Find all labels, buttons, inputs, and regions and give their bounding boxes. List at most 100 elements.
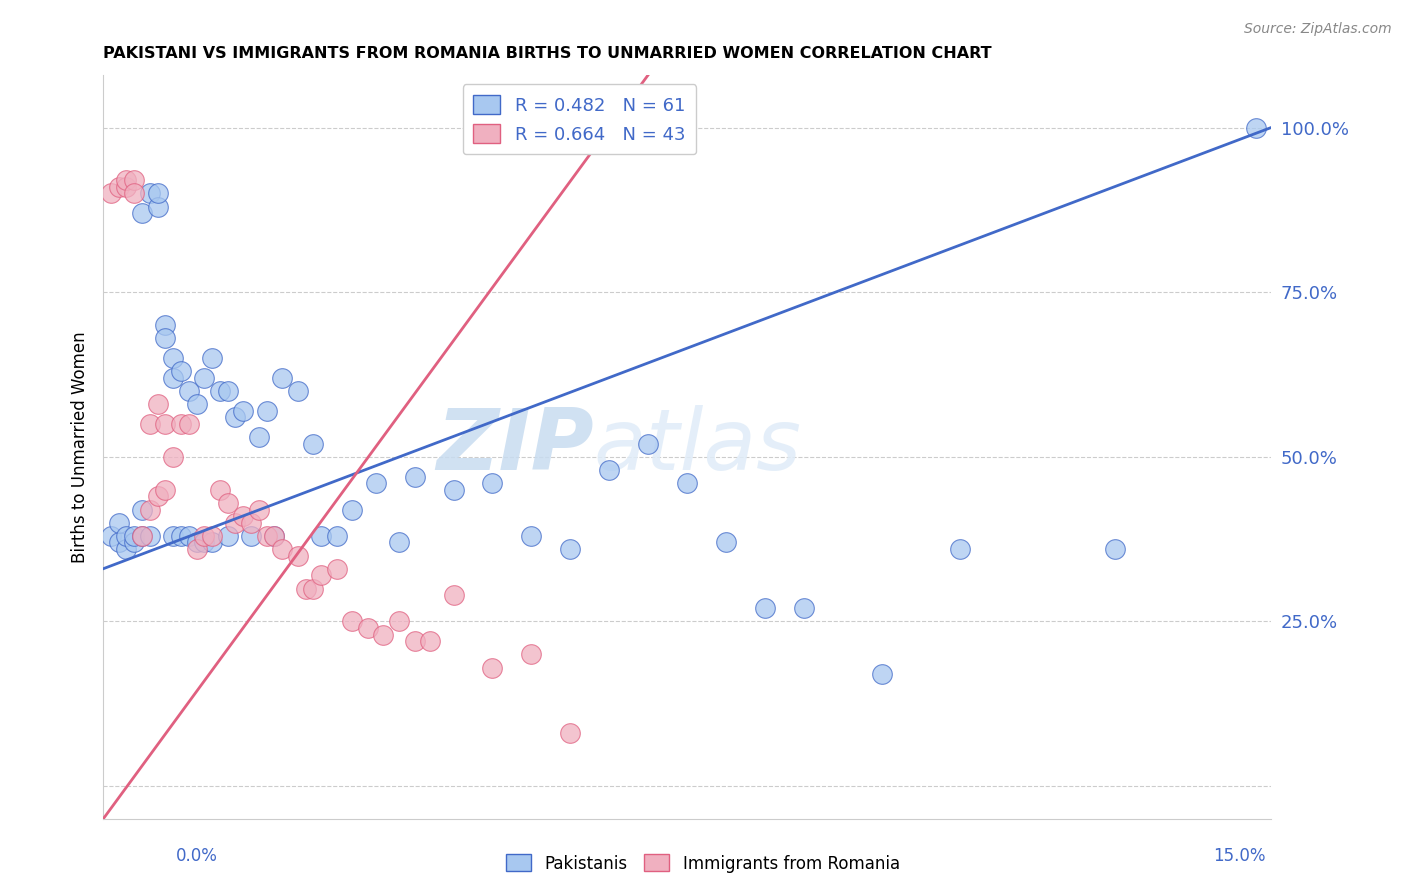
Point	[520, 648, 543, 662]
Point	[373, 627, 395, 641]
Point	[186, 397, 208, 411]
Point	[162, 529, 184, 543]
Point	[949, 541, 972, 556]
Point	[419, 634, 441, 648]
Point	[256, 529, 278, 543]
Point	[131, 206, 153, 220]
Point	[481, 660, 503, 674]
Point	[1244, 120, 1267, 135]
Point	[124, 186, 146, 201]
Point	[325, 562, 347, 576]
Point	[294, 582, 316, 596]
Text: 0.0%: 0.0%	[176, 847, 218, 865]
Point	[404, 634, 426, 648]
Point	[870, 667, 893, 681]
Point	[364, 476, 387, 491]
Point	[155, 331, 177, 345]
Point	[263, 529, 285, 543]
Point	[193, 535, 215, 549]
Point	[193, 529, 215, 543]
Point	[155, 318, 177, 332]
Point	[139, 529, 162, 543]
Point	[443, 588, 465, 602]
Point	[302, 436, 325, 450]
Point	[139, 502, 162, 516]
Point	[170, 417, 193, 431]
Point	[162, 351, 184, 365]
Point	[287, 384, 309, 398]
Point	[309, 529, 332, 543]
Point	[287, 549, 309, 563]
Point	[481, 476, 503, 491]
Point	[131, 529, 153, 543]
Point	[131, 502, 153, 516]
Point	[107, 179, 129, 194]
Point	[404, 469, 426, 483]
Text: PAKISTANI VS IMMIGRANTS FROM ROMANIA BIRTHS TO UNMARRIED WOMEN CORRELATION CHART: PAKISTANI VS IMMIGRANTS FROM ROMANIA BIR…	[103, 46, 991, 62]
Point	[388, 615, 411, 629]
Point	[193, 371, 215, 385]
Point	[357, 621, 380, 635]
Point	[598, 463, 620, 477]
Text: Source: ZipAtlas.com: Source: ZipAtlas.com	[1244, 22, 1392, 37]
Text: 15.0%: 15.0%	[1213, 847, 1265, 865]
Point	[302, 582, 325, 596]
Point	[170, 529, 193, 543]
Point	[247, 502, 270, 516]
Point	[170, 364, 193, 378]
Point	[271, 371, 294, 385]
Point	[754, 601, 776, 615]
Point	[520, 529, 543, 543]
Point	[201, 529, 224, 543]
Point	[793, 601, 815, 615]
Point	[217, 496, 239, 510]
Y-axis label: Births to Unmarried Women: Births to Unmarried Women	[72, 331, 89, 563]
Text: ZIP: ZIP	[436, 406, 593, 489]
Point	[232, 403, 254, 417]
Point	[325, 529, 347, 543]
Point	[309, 568, 332, 582]
Point	[263, 529, 285, 543]
Point	[155, 483, 177, 497]
Point	[146, 200, 169, 214]
Point	[146, 397, 169, 411]
Point	[155, 417, 177, 431]
Point	[177, 417, 200, 431]
Point	[676, 476, 699, 491]
Point	[100, 186, 122, 201]
Point	[124, 535, 146, 549]
Point	[115, 179, 138, 194]
Point	[124, 529, 146, 543]
Point	[342, 615, 364, 629]
Point	[115, 529, 138, 543]
Point	[139, 186, 162, 201]
Point	[560, 726, 582, 740]
Point	[217, 529, 239, 543]
Point	[201, 535, 224, 549]
Point	[139, 417, 162, 431]
Point	[1104, 541, 1126, 556]
Point	[342, 502, 364, 516]
Point	[208, 483, 231, 497]
Point	[388, 535, 411, 549]
Point	[115, 541, 138, 556]
Point	[107, 535, 129, 549]
Legend: R = 0.482   N = 61, R = 0.664   N = 43: R = 0.482 N = 61, R = 0.664 N = 43	[463, 84, 696, 154]
Point	[240, 529, 263, 543]
Point	[186, 535, 208, 549]
Point	[256, 403, 278, 417]
Point	[146, 489, 169, 503]
Point	[162, 450, 184, 464]
Point	[247, 430, 270, 444]
Point	[232, 509, 254, 524]
Point	[146, 186, 169, 201]
Point	[271, 541, 294, 556]
Point	[100, 529, 122, 543]
Point	[115, 173, 138, 187]
Point	[177, 384, 200, 398]
Text: atlas: atlas	[593, 406, 801, 489]
Point	[224, 516, 246, 530]
Point	[131, 529, 153, 543]
Point	[240, 516, 263, 530]
Point	[637, 436, 659, 450]
